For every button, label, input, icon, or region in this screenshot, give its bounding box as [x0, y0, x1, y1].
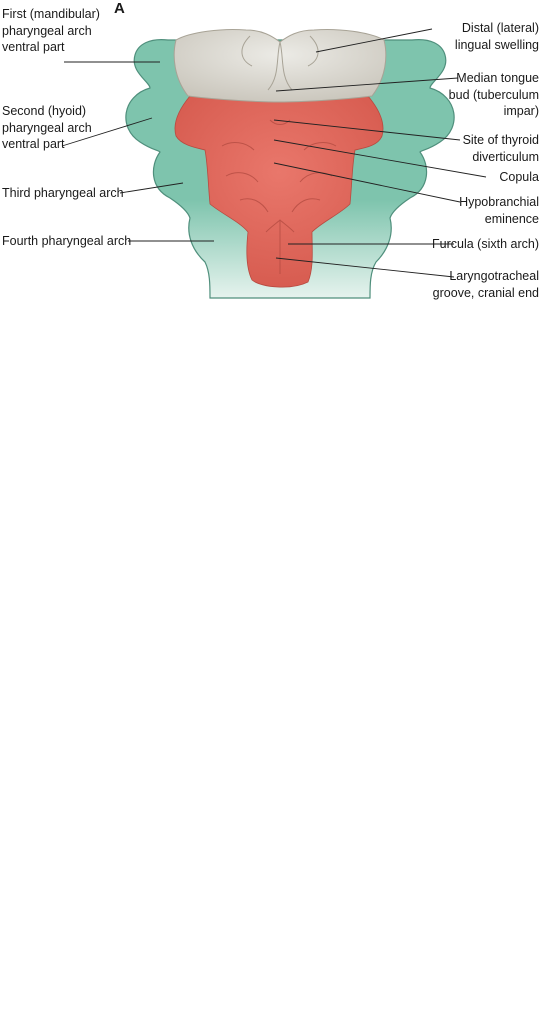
- label-fourth-pharyngeal-arch: Fourth pharyngeal arch: [2, 234, 132, 248]
- label-distal-lingual-swelling: Distal (lateral) lingual swelling: [454, 21, 539, 52]
- label-median-tongue-bud: Median tongue bud (tuberculum impar): [448, 71, 539, 118]
- panel-letter: A: [114, 0, 125, 17]
- label-first-pharyngeal-arch: First (mandibular) pharyngeal arch ventr…: [2, 7, 100, 54]
- swelling-contours: [241, 35, 319, 91]
- leader-lines: [61, 28, 487, 278]
- label-hypobranchial-eminence: Hypobranchial eminence: [459, 195, 539, 226]
- label-furcula: Furcula (sixth arch): [432, 237, 539, 251]
- label-second-pharyngeal-arch: Second (hyoid) pharyngeal arch ventral p…: [2, 104, 92, 151]
- label-laryngotracheal-groove: Laryngotracheal groove, cranial end: [432, 269, 539, 300]
- label-thyroid-diverticulum-site: Site of thyroid diverticulum: [462, 133, 539, 164]
- label-third-pharyngeal-arch: Third pharyngeal arch: [2, 186, 124, 200]
- label-copula: Copula: [499, 170, 539, 184]
- lingual-swellings-shape: [173, 29, 387, 103]
